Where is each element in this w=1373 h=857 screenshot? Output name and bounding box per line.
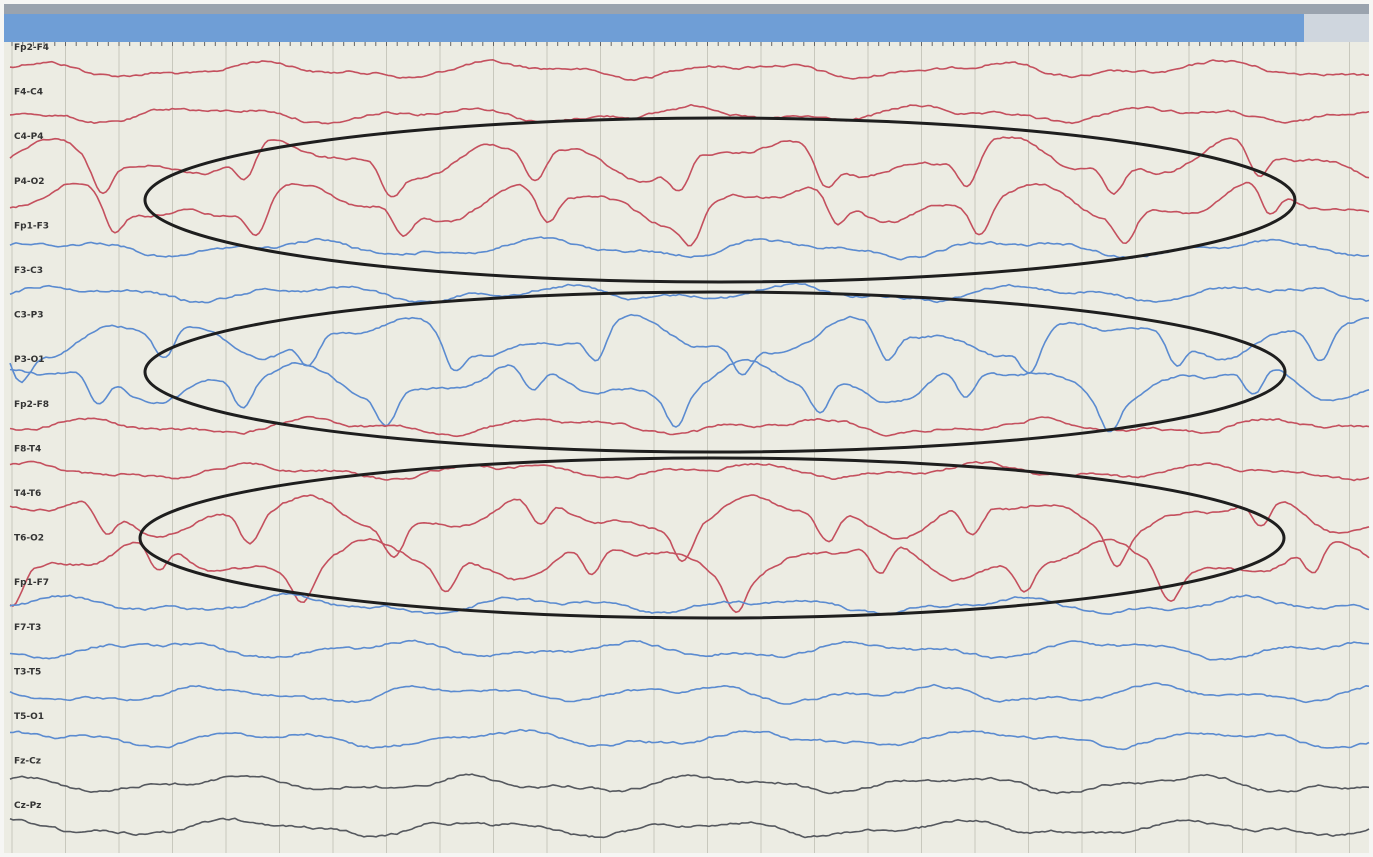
channel-label: F4-C4 [14, 88, 43, 98]
channel-label: P3-O1 [14, 355, 45, 365]
title-bar [4, 14, 1304, 42]
channel-label: T4-T6 [14, 489, 41, 499]
channel-label: C3-P3 [14, 311, 43, 321]
channel-label: Fp1-F3 [14, 221, 49, 231]
channel-label: Fp2-F8 [14, 400, 49, 410]
channel-label: F3-C3 [14, 266, 43, 276]
display [4, 4, 1369, 853]
channel-label: Fp2-F4 [14, 43, 49, 53]
channel-label: P4-O2 [14, 177, 45, 187]
channel-label: C4-P4 [14, 132, 43, 142]
channel-label: T3-T5 [14, 667, 41, 677]
eeg-screen: Fp2-F4 F4-C4 C4-P4 P4-O2 Fp1-F3 F3-C3 C3-P3 P3-… [0, 0, 1373, 857]
channel-label: Cz-Pz [14, 801, 41, 811]
channel-label: Fz-Cz [14, 757, 41, 767]
top-edge [4, 4, 1369, 14]
channel-label: Fp1-F7 [14, 578, 49, 588]
channel-label: F8-T4 [14, 444, 41, 454]
channel-label: T5-O1 [14, 712, 44, 722]
channel-label: T6-O2 [14, 534, 44, 544]
title-bar-corner [1304, 14, 1369, 42]
channel-label: F7-T3 [14, 623, 41, 633]
